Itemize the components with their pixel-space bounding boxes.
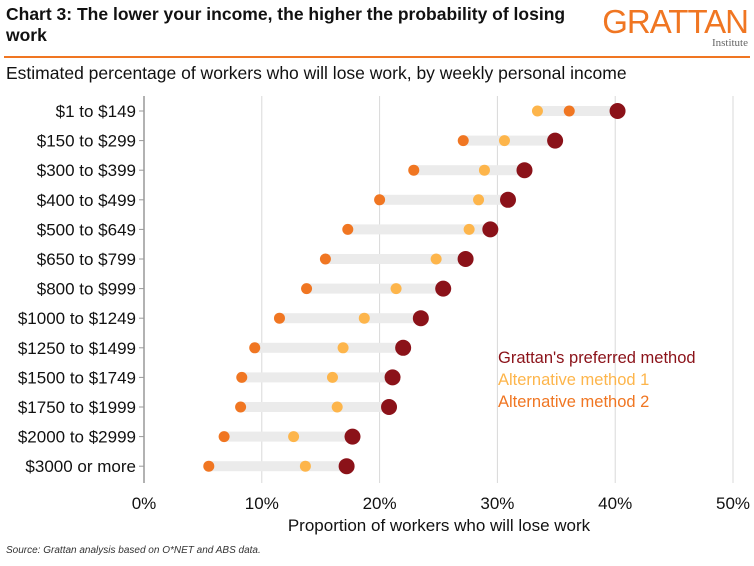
data-points	[203, 103, 626, 475]
y-tick-label: $500 to $649	[37, 220, 136, 239]
dot-alt1	[531, 105, 543, 117]
y-tick-label: $800 to $999	[37, 280, 136, 299]
dot-alt2	[342, 223, 354, 235]
y-axis: $1 to $149 $150 to $299 $300 to $399 $400 t…	[18, 96, 145, 483]
dot-preferred	[395, 339, 412, 356]
dot-alt2	[374, 194, 386, 206]
y-tick-label: $650 to $799	[37, 250, 136, 269]
dot-alt2	[203, 460, 215, 472]
x-axis: 0% 10% 20% 30% 40% 50%	[132, 494, 750, 513]
range-bar	[325, 254, 466, 264]
dot-alt1	[337, 342, 349, 354]
y-tick-label: $3000 or more	[25, 457, 136, 476]
dot-alt2	[457, 135, 469, 147]
y-tick-label: $300 to $399	[37, 161, 136, 180]
range-bar	[279, 313, 421, 324]
dot-alt1	[358, 312, 370, 324]
title-divider	[4, 56, 750, 58]
legend-item-preferred: Grattan's preferred method	[498, 349, 696, 367]
dot-preferred	[500, 191, 517, 208]
x-tick-label: 40%	[598, 494, 632, 513]
dot-preferred	[381, 399, 398, 415]
range-bar	[254, 342, 404, 353]
x-tick-label: 20%	[363, 494, 397, 513]
range-bar	[241, 372, 393, 383]
dot-alt1	[331, 401, 343, 413]
x-tick-label: 50%	[716, 494, 750, 513]
x-tick-label: 0%	[132, 494, 157, 513]
dot-preferred	[344, 428, 361, 445]
dot-preferred	[482, 221, 499, 238]
dot-alt2	[563, 105, 575, 117]
dot-alt1	[473, 194, 485, 206]
dot-alt2	[235, 401, 247, 413]
y-tick-label: $150 to $299	[37, 132, 136, 151]
dot-alt1	[498, 135, 510, 147]
y-tick-label: $1000 to $1249	[18, 309, 136, 328]
range-bars	[208, 106, 618, 472]
x-axis-label: Proportion of workers who will lose work	[288, 516, 591, 535]
y-tick-label: $1 to $149	[56, 102, 136, 121]
logo-subtitle: Institute	[711, 37, 748, 49]
dot-alt2	[249, 342, 261, 354]
dot-preferred	[412, 310, 429, 327]
chart-title: Chart 3: The lower your income, the high…	[6, 4, 566, 45]
dot-preferred	[516, 162, 533, 179]
dot-alt2	[218, 431, 230, 443]
dot-alt1	[430, 253, 442, 265]
dot-preferred	[547, 132, 564, 149]
dot-alt1	[390, 283, 402, 295]
legend-item-alt2: Alternative method 2	[498, 393, 650, 411]
dot-alt2	[273, 312, 285, 324]
dot-alt2	[319, 253, 331, 265]
legend: Grattan's preferred method Alternative m…	[498, 347, 696, 413]
dot-alt2	[408, 164, 420, 176]
dot-alt2	[236, 371, 248, 383]
grattan-logo: GRATTAN Institute	[602, 3, 749, 49]
y-tick-label: $2000 to $2999	[18, 428, 136, 447]
range-bar	[240, 402, 390, 412]
legend-item-alt1: Alternative method 1	[498, 371, 650, 389]
x-tick-label: 30%	[480, 494, 514, 513]
range-bar	[379, 194, 509, 205]
y-tick-label: $1500 to $1749	[18, 368, 136, 387]
range-bar	[208, 461, 347, 472]
dot-alt1	[478, 164, 490, 176]
dot-preferred	[435, 280, 452, 297]
range-bar	[347, 224, 491, 235]
dot-preferred	[338, 458, 355, 475]
logo-wordmark: GRATTAN	[602, 3, 749, 40]
y-tick-label: $1750 to $1999	[18, 398, 136, 417]
dot-alt1	[299, 460, 311, 472]
dot-alt1	[326, 371, 338, 383]
dot-preferred	[384, 369, 401, 386]
dot-preferred	[457, 251, 474, 267]
range-bar	[537, 106, 618, 116]
y-tick-label: $1250 to $1499	[18, 339, 136, 358]
chart-subtitle: Estimated percentage of workers who will…	[6, 63, 627, 83]
gridlines	[261, 96, 734, 483]
range-bar	[413, 165, 525, 176]
x-tick-label: 10%	[245, 494, 279, 513]
dot-alt1	[463, 223, 475, 235]
dot-preferred	[609, 103, 626, 119]
source-note: Source: Grattan analysis based on O*NET …	[6, 545, 261, 556]
dot-alt1	[288, 431, 300, 443]
y-tick-label: $400 to $499	[37, 191, 136, 210]
range-bar	[306, 283, 444, 294]
dot-alt2	[301, 283, 313, 295]
